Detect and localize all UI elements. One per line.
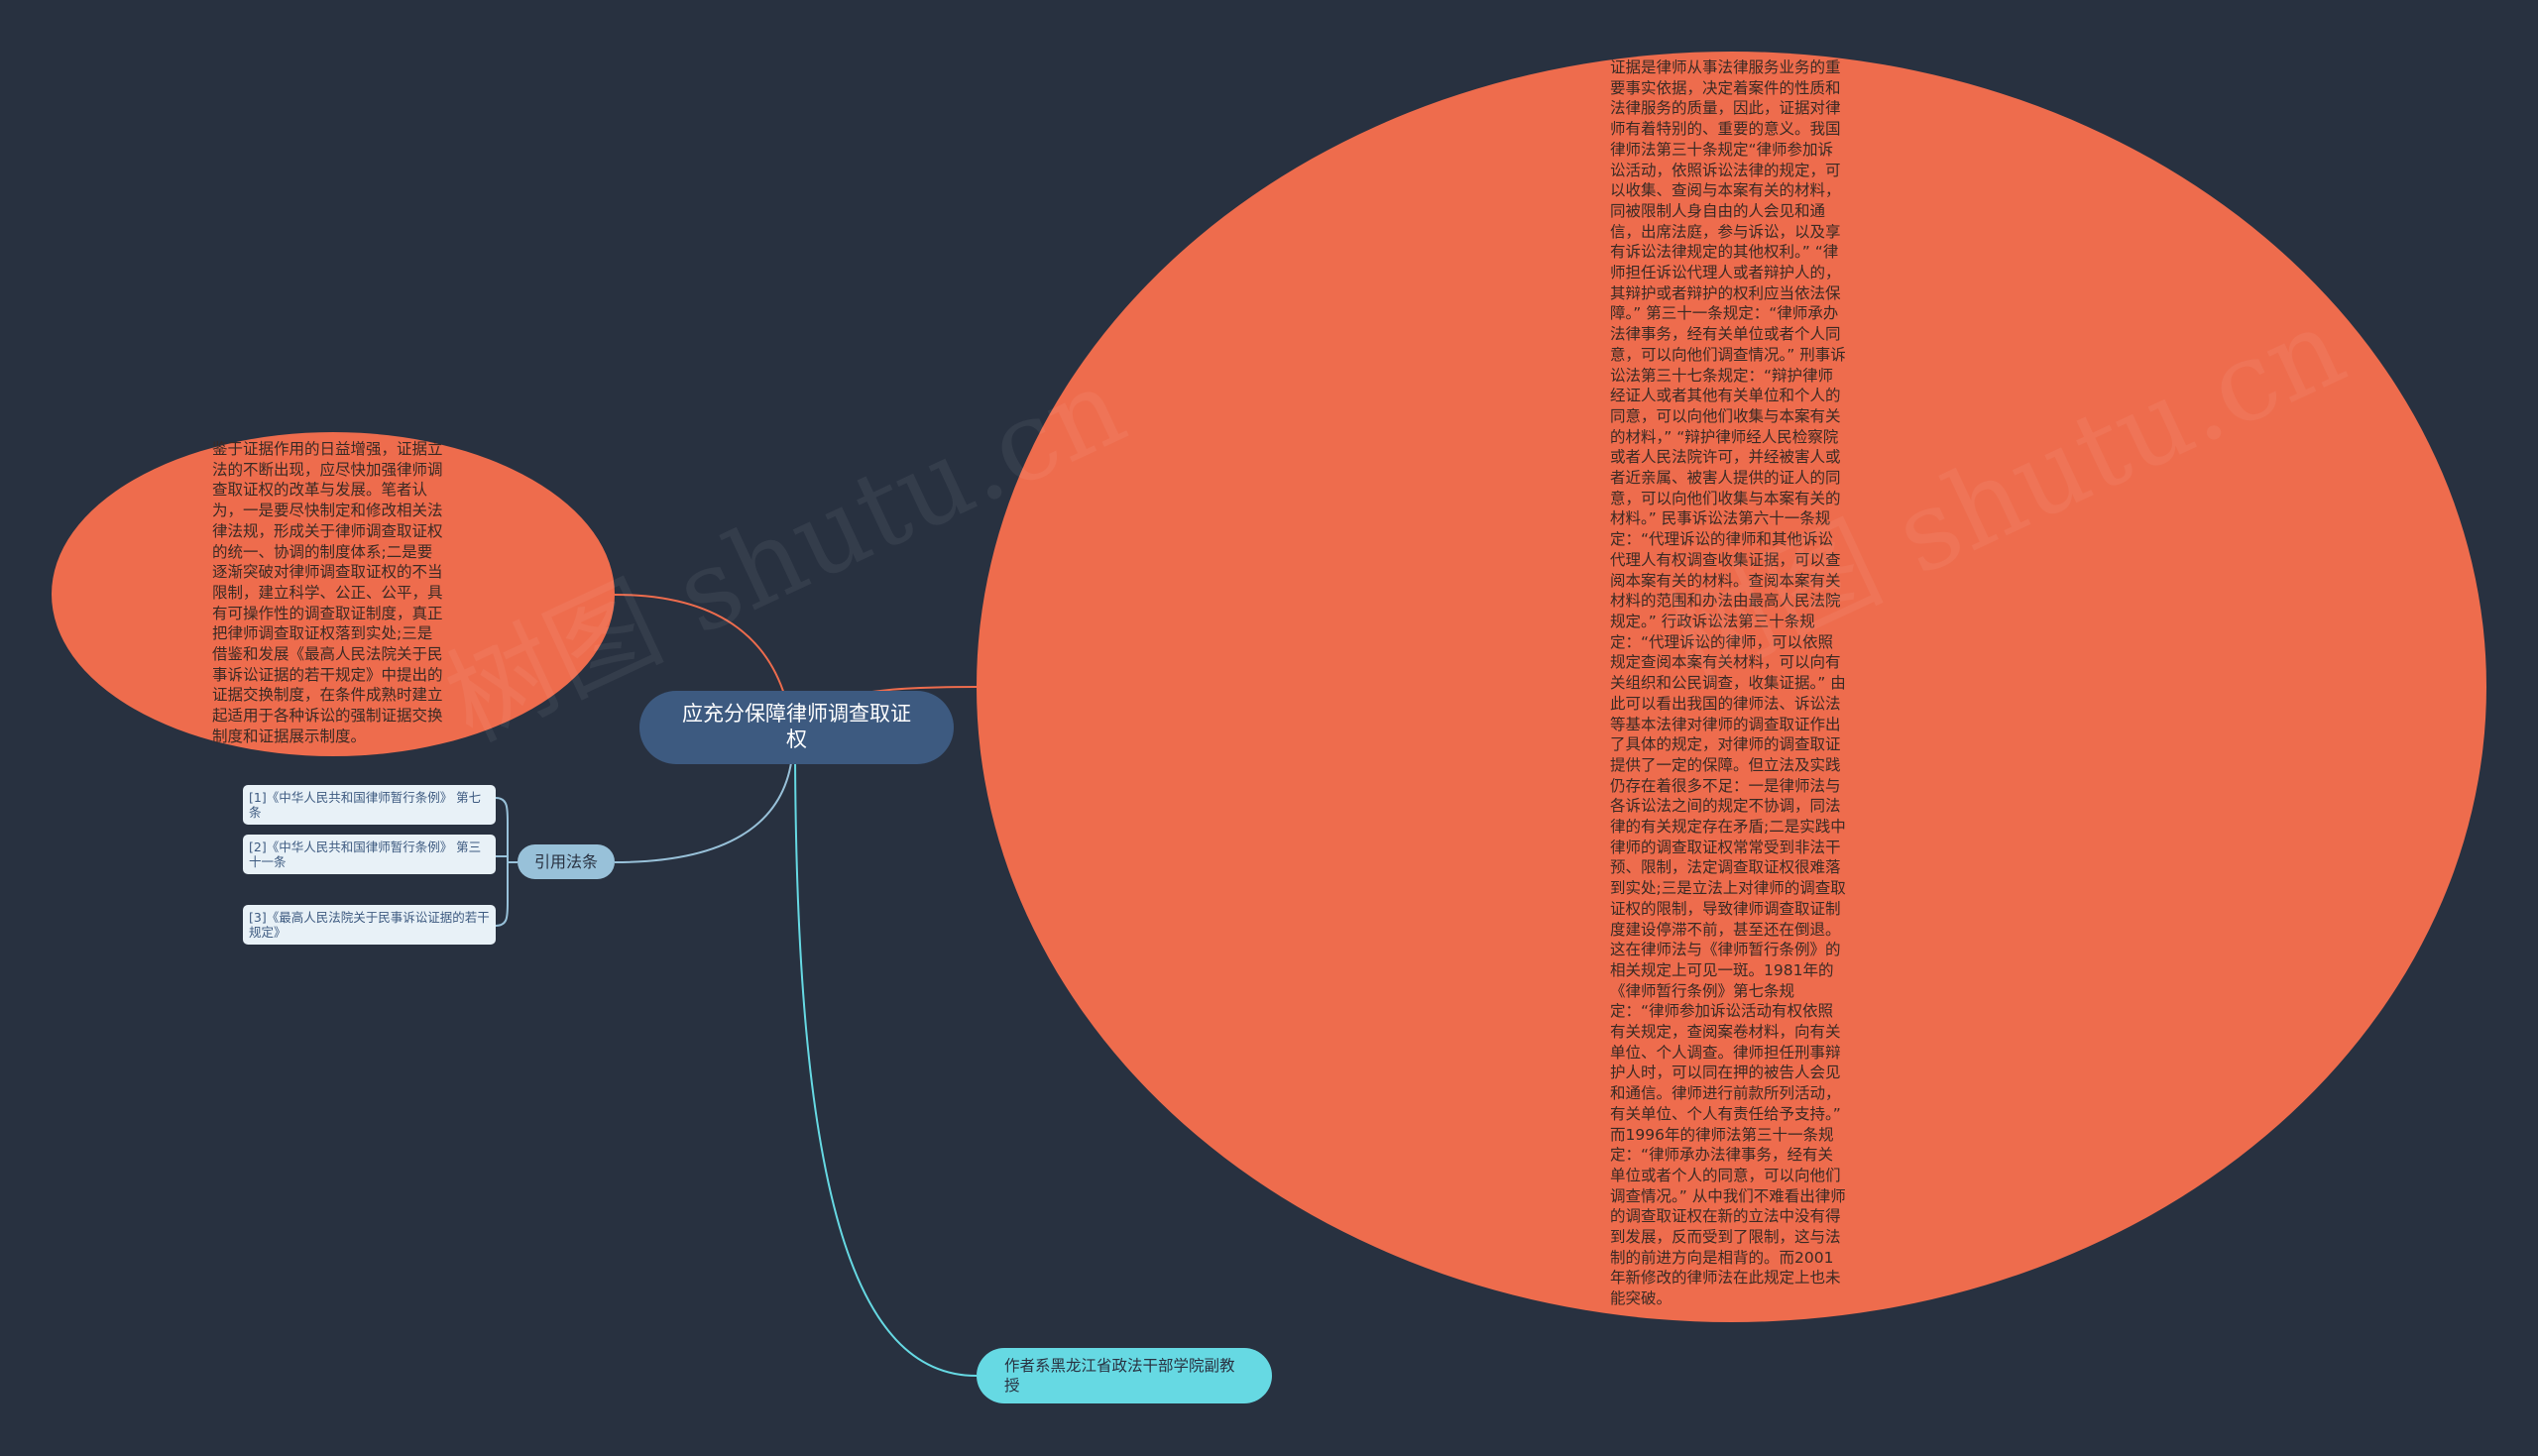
central-topic[interactable]: 应充分保障律师调查取证权 [639, 691, 954, 764]
reference-item[interactable]: [1]《中华人民共和国律师暂行条例》 第七条 [243, 785, 496, 825]
link-to-cite [614, 737, 794, 863]
big-topic-node[interactable] [977, 52, 2486, 1322]
left-topic-node[interactable] [52, 432, 615, 756]
reference-item[interactable]: [2]《中华人民共和国律师暂行条例》 第三十一条 [243, 835, 496, 874]
cite-topic[interactable]: 引用法条 [518, 844, 615, 879]
reference-item[interactable]: [3]《最高人民法院关于民事诉讼证据的若干规定》 [243, 905, 496, 945]
author-topic[interactable]: 作者系黑龙江省政法干部学院副教授 [977, 1348, 1272, 1403]
link-to-author [794, 737, 978, 1377]
big-topic-text: 证据是律师从事法律服务业务的重要事实依据，决定着案件的性质和法律服务的质量，因此… [1610, 58, 1846, 1308]
link-cite-refs [495, 797, 518, 927]
left-topic-text: 鉴于证据作用的日益增强，证据立法的不断出现，应尽快加强律师调查取证权的改革与发展… [212, 440, 443, 745]
